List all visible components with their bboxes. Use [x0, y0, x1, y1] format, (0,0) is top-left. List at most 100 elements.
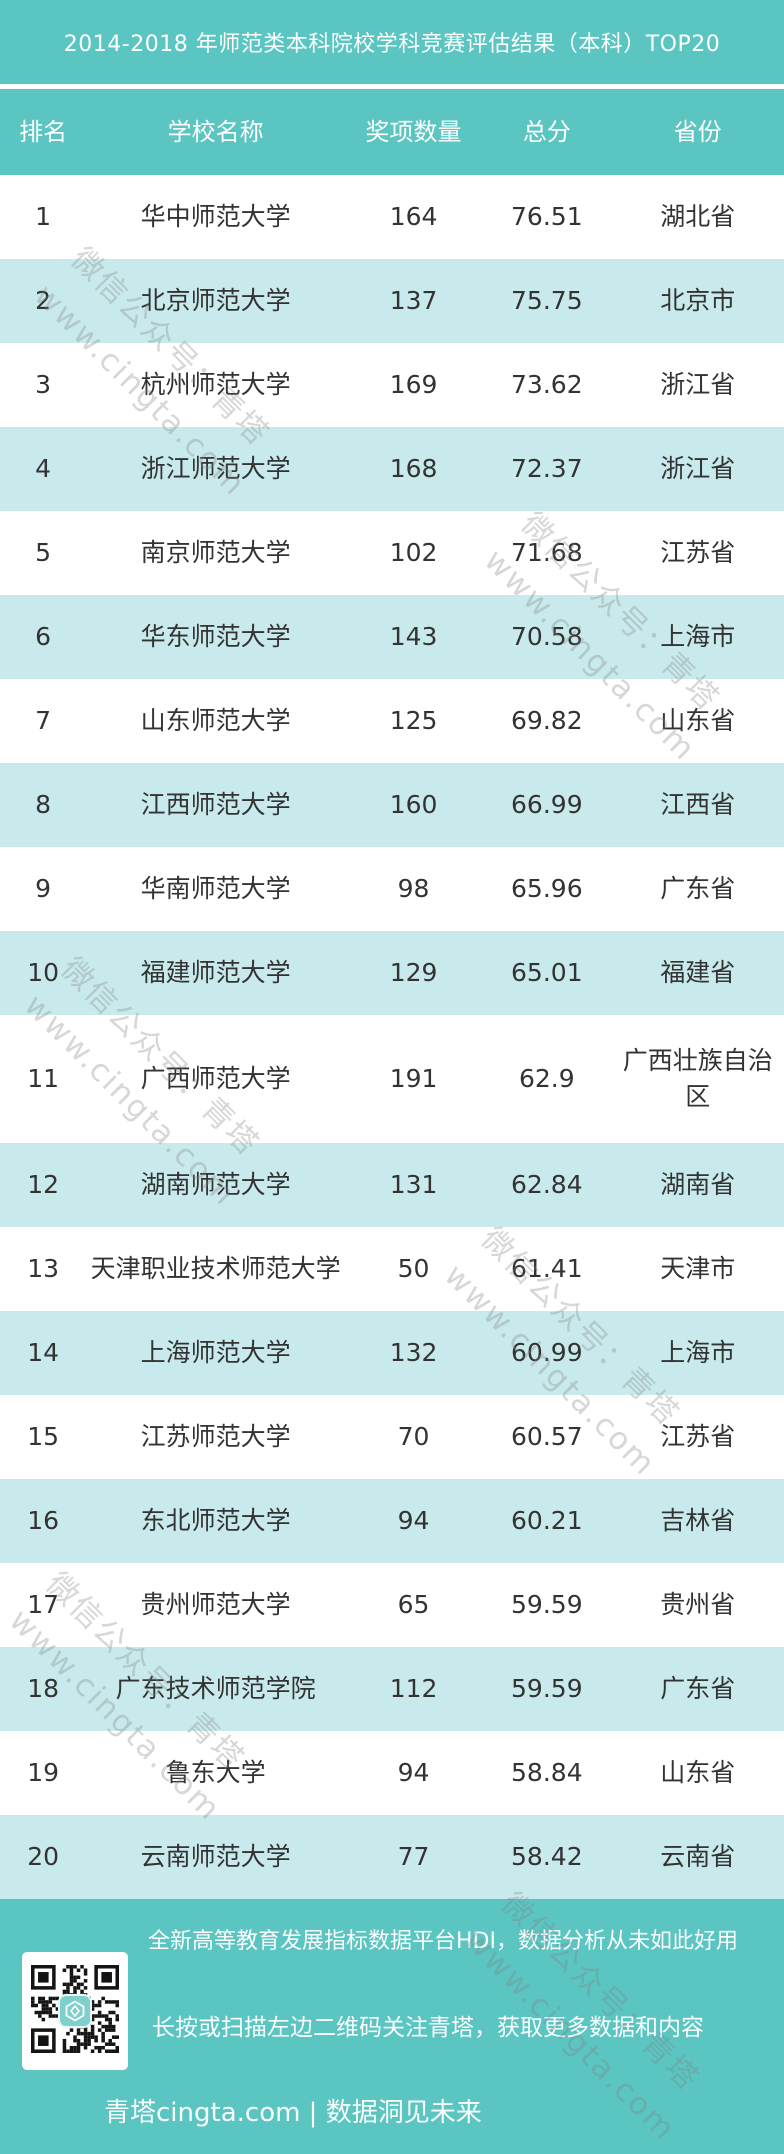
- cell-rank: 13: [27, 1253, 60, 1283]
- cell-awards: 112: [389, 1673, 438, 1703]
- cell-awards: 143: [389, 621, 438, 651]
- cell-rank: 7: [35, 705, 52, 735]
- cell-score: 62.9: [518, 1063, 575, 1093]
- cell-score: 75.75: [511, 285, 583, 315]
- table-row: 16 东北师范大学 94 60.21 吉林省: [0, 1479, 784, 1563]
- table-row: 14 上海师范大学 132 60.99 上海市: [0, 1311, 784, 1395]
- table-row: 20 云南师范大学 77 58.42 云南省: [0, 1815, 784, 1899]
- cell-awards: 131: [389, 1169, 438, 1199]
- cell-score: 58.42: [511, 1841, 583, 1871]
- cell-rank: 3: [35, 369, 52, 399]
- column-header-province: 省份: [673, 117, 722, 146]
- cell-score: 72.37: [511, 453, 583, 483]
- cell-score: 60.99: [511, 1337, 583, 1367]
- cell-province: 湖南省: [660, 1169, 736, 1199]
- cell-school: 北京师范大学: [140, 285, 291, 315]
- qr-center-logo-icon: [58, 1994, 92, 2028]
- cell-awards: 132: [389, 1337, 438, 1367]
- tower-logo-icon: [65, 2000, 85, 2022]
- cell-awards: 70: [397, 1421, 430, 1451]
- cell-awards: 94: [397, 1505, 430, 1535]
- cell-awards: 77: [397, 1841, 430, 1871]
- table-row: 17 贵州师范大学 65 59.59 贵州省: [0, 1563, 784, 1647]
- cell-awards: 65: [397, 1589, 430, 1619]
- cell-awards: 160: [389, 789, 438, 819]
- column-header-school: 学校名称: [167, 117, 264, 146]
- cell-school: 华东师范大学: [140, 621, 291, 651]
- footer-brand-text: 青塔cingta.com | 数据洞见未来: [104, 2098, 482, 2128]
- cell-rank: 5: [35, 537, 52, 567]
- qr-pattern: [31, 1965, 119, 2053]
- cell-school: 华南师范大学: [140, 873, 291, 903]
- cell-province: 天津市: [660, 1253, 736, 1283]
- cell-province: 江苏省: [660, 537, 736, 567]
- cell-awards: 169: [389, 369, 438, 399]
- table-row: 11 广西师范大学 191 62.9 广西壮族自治区: [0, 1015, 784, 1143]
- cell-awards: 164: [389, 201, 438, 231]
- footer-promo-text: 全新高等教育发展指标数据平台HDI，数据分析从未如此好用: [148, 1929, 738, 1954]
- cell-score: 62.84: [511, 1169, 583, 1199]
- page-title: 2014-2018 年师范类本科院校学科竞赛评估结果（本科）TOP20: [63, 32, 721, 57]
- cell-score: 65.96: [511, 873, 583, 903]
- cell-school: 云南师范大学: [140, 1841, 291, 1871]
- table-body: 1 华中师范大学 164 76.51 湖北省 2 北京师范大学 137 75.75 北京市 3 杭州师…: [0, 175, 784, 1899]
- cell-school: 天津职业技术师范大学: [90, 1253, 341, 1283]
- cell-rank: 12: [27, 1169, 60, 1199]
- cell-province: 吉林省: [660, 1505, 736, 1535]
- cell-school: 华中师范大学: [140, 201, 291, 231]
- cell-rank: 11: [27, 1063, 60, 1093]
- footer-instruction-text: 长按或扫描左边二维码关注青塔，获取更多数据和内容: [152, 2015, 704, 2041]
- cell-score: 76.51: [511, 201, 583, 231]
- cell-score: 59.59: [511, 1589, 583, 1619]
- cell-rank: 8: [35, 789, 52, 819]
- cell-rank: 6: [35, 621, 52, 651]
- cell-score: 66.99: [511, 789, 583, 819]
- column-header-score: 总分: [522, 117, 571, 146]
- cell-score: 73.62: [511, 369, 583, 399]
- table-header-row: 排名 学校名称 奖项数量 总分 省份: [0, 89, 784, 175]
- cell-province: 广西壮族自治区: [622, 1045, 773, 1111]
- column-header-rank: 排名: [19, 117, 68, 146]
- cell-awards: 98: [397, 873, 430, 903]
- cell-school: 鲁东大学: [165, 1757, 266, 1787]
- cell-score: 69.82: [511, 705, 583, 735]
- cell-rank: 10: [27, 957, 60, 987]
- table-row: 7 山东师范大学 125 69.82 山东省: [0, 679, 784, 763]
- cell-school: 上海师范大学: [140, 1337, 291, 1367]
- cell-rank: 16: [27, 1505, 60, 1535]
- cell-school: 东北师范大学: [140, 1505, 291, 1535]
- cell-score: 61.41: [511, 1253, 583, 1283]
- cell-school: 南京师范大学: [140, 537, 291, 567]
- cell-province: 广东省: [660, 1673, 736, 1703]
- table-row: 18 广东技术师范学院 112 59.59 广东省: [0, 1647, 784, 1731]
- table-row: 13 天津职业技术师范大学 50 61.41 天津市: [0, 1227, 784, 1311]
- table-row: 8 江西师范大学 160 66.99 江西省: [0, 763, 784, 847]
- cell-score: 71.68: [511, 537, 583, 567]
- cell-awards: 129: [389, 957, 438, 987]
- cell-score: 58.84: [511, 1757, 583, 1787]
- cell-province: 山东省: [660, 1757, 736, 1787]
- cell-awards: 191: [389, 1063, 438, 1093]
- cell-rank: 20: [27, 1841, 60, 1871]
- cell-school: 贵州师范大学: [140, 1589, 291, 1619]
- table-row: 3 杭州师范大学 169 73.62 浙江省: [0, 343, 784, 427]
- cell-province: 江西省: [660, 789, 736, 819]
- table-row: 5 南京师范大学 102 71.68 江苏省: [0, 511, 784, 595]
- cell-province: 湖北省: [660, 201, 736, 231]
- cell-province: 上海市: [660, 1337, 736, 1367]
- cell-rank: 4: [35, 453, 52, 483]
- cell-score: 59.59: [511, 1673, 583, 1703]
- cell-school: 杭州师范大学: [140, 369, 291, 399]
- cell-school: 浙江师范大学: [140, 453, 291, 483]
- cell-school: 广西师范大学: [140, 1063, 291, 1093]
- cell-awards: 50: [397, 1253, 430, 1283]
- cell-school: 江西师范大学: [140, 789, 291, 819]
- cell-rank: 18: [27, 1673, 60, 1703]
- cell-rank: 1: [35, 201, 52, 231]
- cell-school: 山东师范大学: [140, 705, 291, 735]
- cell-province: 山东省: [660, 705, 736, 735]
- cell-score: 60.57: [511, 1421, 583, 1451]
- cell-score: 70.58: [511, 621, 583, 651]
- cell-awards: 94: [397, 1757, 430, 1787]
